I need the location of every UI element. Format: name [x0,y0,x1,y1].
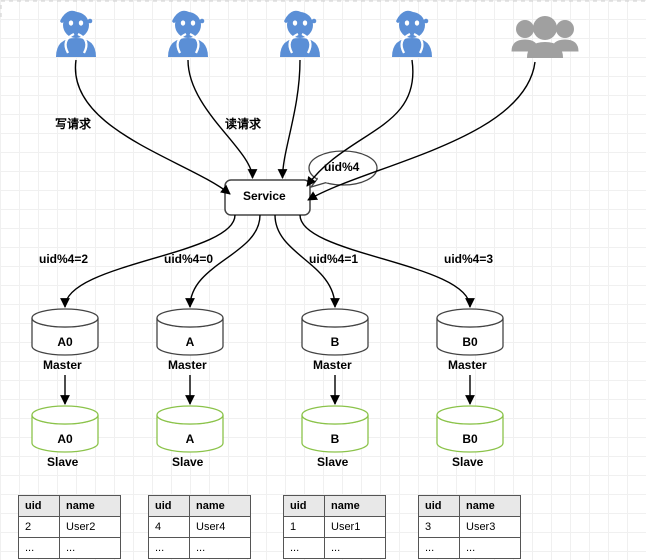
service-label: Service [243,189,286,203]
master-role-3: Master [448,358,487,372]
data-table-B0: uidname3User3...... [418,495,521,559]
cell: ... [60,538,121,559]
diagram-canvas [0,0,646,560]
route-label-2: uid%4=1 [309,252,358,266]
col-name: name [325,496,386,517]
arrow-user0 [75,60,230,194]
read-request-label: 读请求 [225,115,261,132]
master-db-B0-label: B0 [440,335,500,349]
cell: ... [149,538,190,559]
data-table-B: uidname1User1...... [283,495,386,559]
cell: User1 [325,517,386,538]
cell: 4 [149,517,190,538]
route-label-1: uid%4=0 [164,252,213,266]
write-request-label: 写请求 [55,115,91,132]
cell: ... [190,538,251,559]
slave-db-A0-label: A0 [35,432,95,446]
user-icon-2 [280,12,320,57]
slave-db-B0-label: B0 [440,432,500,446]
cell: 2 [19,517,60,538]
cell: User3 [460,517,521,538]
slave-db-B-label: B [305,432,365,446]
col-uid: uid [19,496,60,517]
cell: User4 [190,517,251,538]
col-uid: uid [419,496,460,517]
user-icon-1 [168,12,208,57]
route-label-0: uid%4=2 [39,252,88,266]
slave-role-2: Slave [317,455,348,469]
col-uid: uid [284,496,325,517]
slave-db-A-label: A [160,432,220,446]
master-role-0: Master [43,358,82,372]
slave-role-0: Slave [47,455,78,469]
cell: ... [419,538,460,559]
data-table-A: uidname4User4...... [148,495,251,559]
cell: ... [460,538,521,559]
col-uid: uid [149,496,190,517]
master-db-A-label: A [160,335,220,349]
master-db-A0-label: A0 [35,335,95,349]
cell: ... [284,538,325,559]
route-label-3: uid%4=3 [444,252,493,266]
col-name: name [60,496,121,517]
data-table-A0: uidname2User2...... [18,495,121,559]
arrow-user2 [283,60,301,178]
cell: ... [325,538,386,559]
cell: 3 [419,517,460,538]
cell: ... [19,538,60,559]
user-icon-0 [56,12,96,57]
slave-role-1: Slave [172,455,203,469]
col-name: name [190,496,251,517]
master-db-B-label: B [305,335,365,349]
cell: 1 [284,517,325,538]
master-role-1: Master [168,358,207,372]
users-group-icon [512,16,579,58]
col-name: name [460,496,521,517]
bubble-label: uid%4 [324,160,359,174]
master-role-2: Master [313,358,352,372]
user-icon-3 [392,12,432,57]
cell: User2 [60,517,121,538]
slave-role-3: Slave [452,455,483,469]
